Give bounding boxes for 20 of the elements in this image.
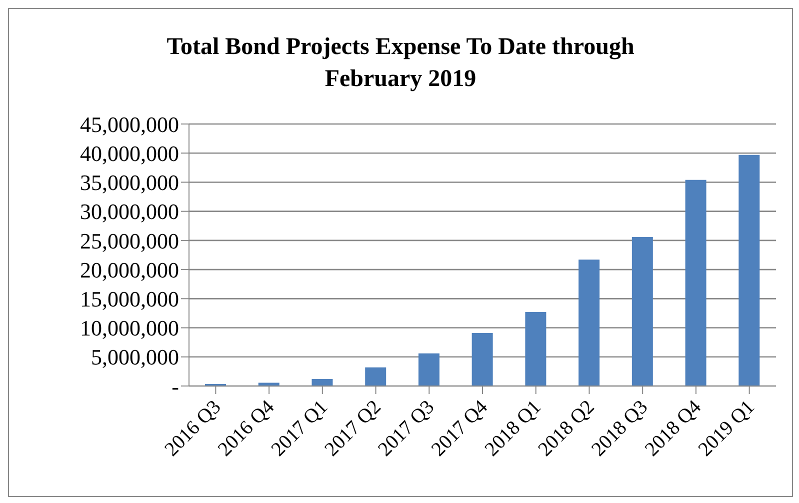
y-tick-label: 45,000,000 — [80, 112, 179, 137]
bar — [632, 236, 653, 386]
y-tick-label: 25,000,000 — [80, 228, 179, 254]
bar — [685, 180, 706, 386]
y-tick-label: 5,000,000 — [91, 344, 179, 370]
y-tick-label: 10,000,000 — [80, 316, 179, 341]
bar — [365, 367, 386, 386]
bar — [312, 379, 333, 386]
bar — [525, 312, 546, 386]
bar — [418, 353, 440, 386]
y-tick-label: - — [172, 374, 179, 399]
y-tick-label: 35,000,000 — [80, 170, 179, 196]
y-tick-label: 20,000,000 — [80, 257, 179, 282]
y-tick-label: 30,000,000 — [80, 199, 179, 224]
bar — [738, 154, 760, 386]
bar — [472, 333, 493, 386]
y-tick-label: 15,000,000 — [80, 286, 179, 312]
y-tick-label: 40,000,000 — [80, 140, 179, 166]
bar — [578, 260, 600, 386]
chart-title: Total Bond Projects Expense To Date through February 2019 — [166, 33, 636, 94]
